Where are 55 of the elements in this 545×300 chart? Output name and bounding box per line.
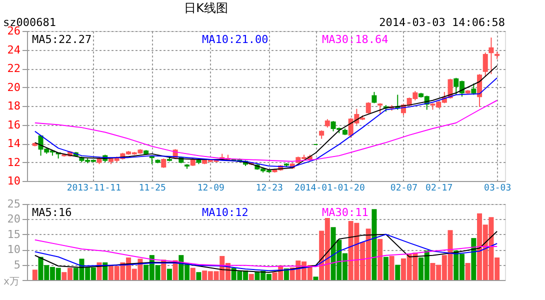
- x-tick-label: 12-09: [197, 184, 224, 194]
- bar: [196, 272, 202, 280]
- bar: [190, 268, 196, 280]
- y-tick-label: 10: [7, 243, 20, 256]
- y-tick-label: 22: [7, 62, 20, 75]
- y-tick-label: 25: [7, 198, 20, 210]
- candlestick: [488, 37, 494, 75]
- bar: [383, 256, 388, 280]
- candlestick: [477, 74, 482, 108]
- bar: [389, 256, 394, 280]
- y-tick-label: 20: [7, 80, 20, 94]
- x-tick-label: 11-25: [138, 184, 166, 194]
- y-tick-label: 18: [7, 100, 20, 112]
- y-tick-label: 20: [7, 212, 20, 226]
- y-tick-label: 14: [7, 137, 21, 150]
- bar: [313, 276, 318, 280]
- text: MA30:18.64: [322, 33, 389, 46]
- y-tick-label: 12: [7, 156, 20, 169]
- bar: [372, 209, 377, 280]
- bar: [395, 264, 400, 280]
- x-tick-label: 2013-11-11: [66, 184, 122, 194]
- y-tick-label: 16: [7, 118, 20, 132]
- x-tick-label: 12-23: [256, 184, 283, 194]
- bar: [248, 274, 254, 280]
- bar: [166, 268, 172, 280]
- y-axis-title: x万: [4, 276, 20, 288]
- y-tick-label: 10: [7, 174, 20, 188]
- x-tick-label: 01-20: [338, 184, 365, 194]
- y-tick-label: 24: [7, 43, 21, 56]
- chart-title: 日K线图: [184, 1, 228, 15]
- text: MA30:11: [322, 206, 368, 219]
- text: MA5:22.27: [32, 33, 92, 46]
- bar: [284, 268, 289, 280]
- y-tick-label: 5: [14, 258, 20, 272]
- x-tick-label: 2014-01-: [294, 184, 338, 194]
- y-tick-label: 26: [7, 24, 20, 38]
- candlestick: [471, 83, 476, 96]
- bar: [378, 238, 383, 280]
- candlestick: [482, 52, 488, 78]
- candlestick: [161, 158, 166, 168]
- candlestick: [378, 102, 383, 114]
- text: 2014-03-03 14:06:58: [379, 16, 505, 29]
- text: MA10:12: [202, 206, 248, 219]
- line-series: [34, 100, 498, 162]
- bar: [465, 262, 470, 280]
- x-tick-label: 02-07: [390, 184, 418, 194]
- line-series: [34, 239, 498, 268]
- x-tick-label: 03-03: [484, 184, 512, 194]
- x-tick-label: 02-17: [426, 184, 453, 194]
- bar: [102, 262, 108, 280]
- bar: [471, 238, 476, 280]
- bar: [32, 270, 38, 280]
- text: MA5:16: [32, 206, 72, 219]
- text: MA10:21.00: [202, 33, 268, 46]
- y-tick-label: 15: [7, 228, 20, 241]
